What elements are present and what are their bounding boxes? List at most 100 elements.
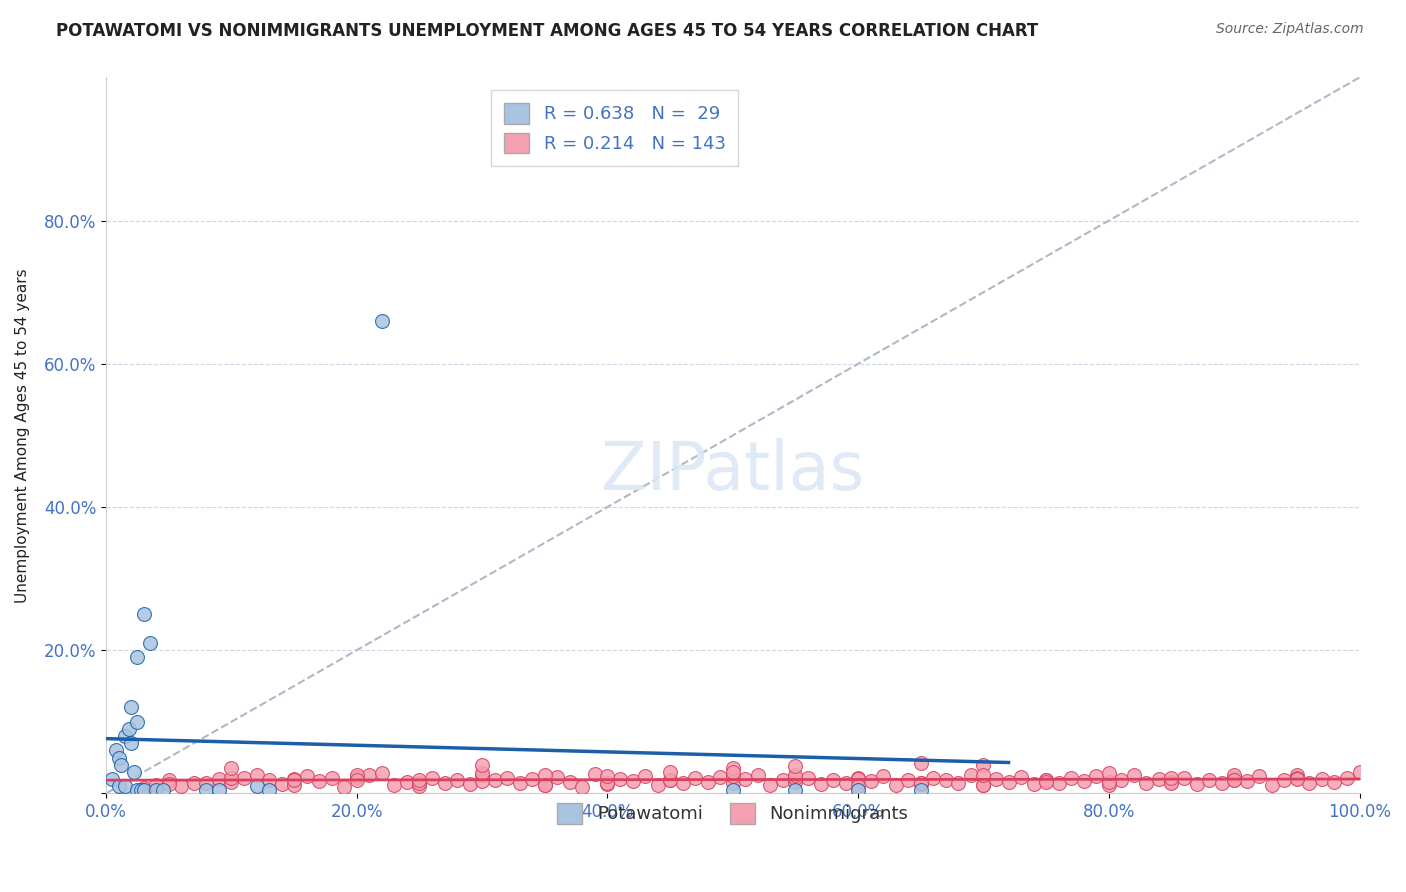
Point [122, 764, 145, 779]
Point [245, 779, 267, 793]
Point [395, 775, 418, 789]
Point [659, 764, 682, 779]
Point [1185, 777, 1208, 791]
Point [1010, 770, 1032, 784]
Point [672, 775, 695, 789]
Point [183, 775, 205, 789]
Point [245, 768, 267, 782]
Point [509, 776, 531, 790]
Point [1098, 766, 1121, 780]
Point [221, 775, 243, 789]
Point [107, 779, 129, 793]
Point [1310, 772, 1333, 786]
Point [859, 774, 882, 789]
Point [621, 774, 644, 789]
Point [1211, 775, 1233, 789]
Point [257, 782, 280, 797]
Y-axis label: Unemployment Among Ages 45 to 54 years: Unemployment Among Ages 45 to 54 years [15, 268, 30, 603]
Point [283, 779, 305, 793]
Point [721, 776, 744, 790]
Point [346, 770, 368, 784]
Point [546, 770, 568, 784]
Point [659, 773, 682, 788]
Point [533, 768, 555, 782]
Point [910, 756, 932, 771]
Point [308, 774, 330, 789]
Point [1348, 764, 1371, 779]
Point [834, 775, 856, 789]
Point [1160, 771, 1182, 785]
Point [346, 768, 368, 782]
Point [129, 782, 152, 797]
Point [127, 650, 149, 665]
Point [233, 771, 256, 785]
Point [408, 779, 430, 793]
Point [1173, 771, 1195, 785]
Point [1135, 776, 1157, 790]
Point [1035, 772, 1057, 787]
Point [359, 768, 381, 782]
Point [1236, 774, 1258, 789]
Point [496, 772, 519, 786]
Point [152, 782, 174, 797]
Point [935, 773, 957, 788]
Point [270, 777, 292, 791]
Point [583, 767, 606, 781]
Point [107, 750, 129, 764]
Point [1223, 773, 1246, 788]
Point [948, 776, 970, 790]
Point [208, 772, 231, 786]
Point [721, 782, 744, 797]
Point [283, 772, 305, 786]
Point [846, 772, 869, 786]
Point [846, 782, 869, 797]
Point [1098, 778, 1121, 792]
Point [114, 779, 136, 793]
Point [471, 757, 494, 772]
Point [471, 768, 494, 782]
Point [823, 773, 845, 788]
Point [972, 778, 994, 792]
Point [1035, 775, 1057, 789]
Point [221, 761, 243, 775]
Point [1285, 768, 1308, 782]
Point [1122, 768, 1144, 782]
Point [101, 772, 124, 786]
Point [897, 772, 920, 787]
Point [120, 700, 142, 714]
Point [997, 775, 1019, 789]
Point [132, 782, 155, 797]
Point [1261, 778, 1284, 792]
Point [408, 773, 430, 788]
Point [785, 768, 807, 782]
Point [785, 775, 807, 789]
Point [208, 782, 231, 797]
Point [132, 780, 155, 795]
Point [157, 777, 180, 791]
Point [596, 776, 619, 790]
Point [346, 773, 368, 788]
Point [1249, 769, 1271, 783]
Point [609, 772, 631, 786]
Point [484, 773, 506, 788]
Point [659, 773, 682, 788]
Point [1336, 771, 1358, 785]
Point [471, 766, 494, 780]
Point [1223, 773, 1246, 788]
Point [910, 775, 932, 789]
Point [408, 775, 430, 789]
Point [1285, 772, 1308, 786]
Point [333, 780, 356, 794]
Point [884, 778, 907, 792]
Point [471, 774, 494, 789]
Point [157, 773, 180, 788]
Point [846, 772, 869, 786]
Point [433, 775, 456, 789]
Point [709, 770, 731, 784]
Point [910, 777, 932, 791]
Point [972, 768, 994, 782]
Point [1085, 769, 1108, 783]
Point [922, 771, 945, 785]
Point [759, 779, 782, 793]
Point [596, 769, 619, 783]
